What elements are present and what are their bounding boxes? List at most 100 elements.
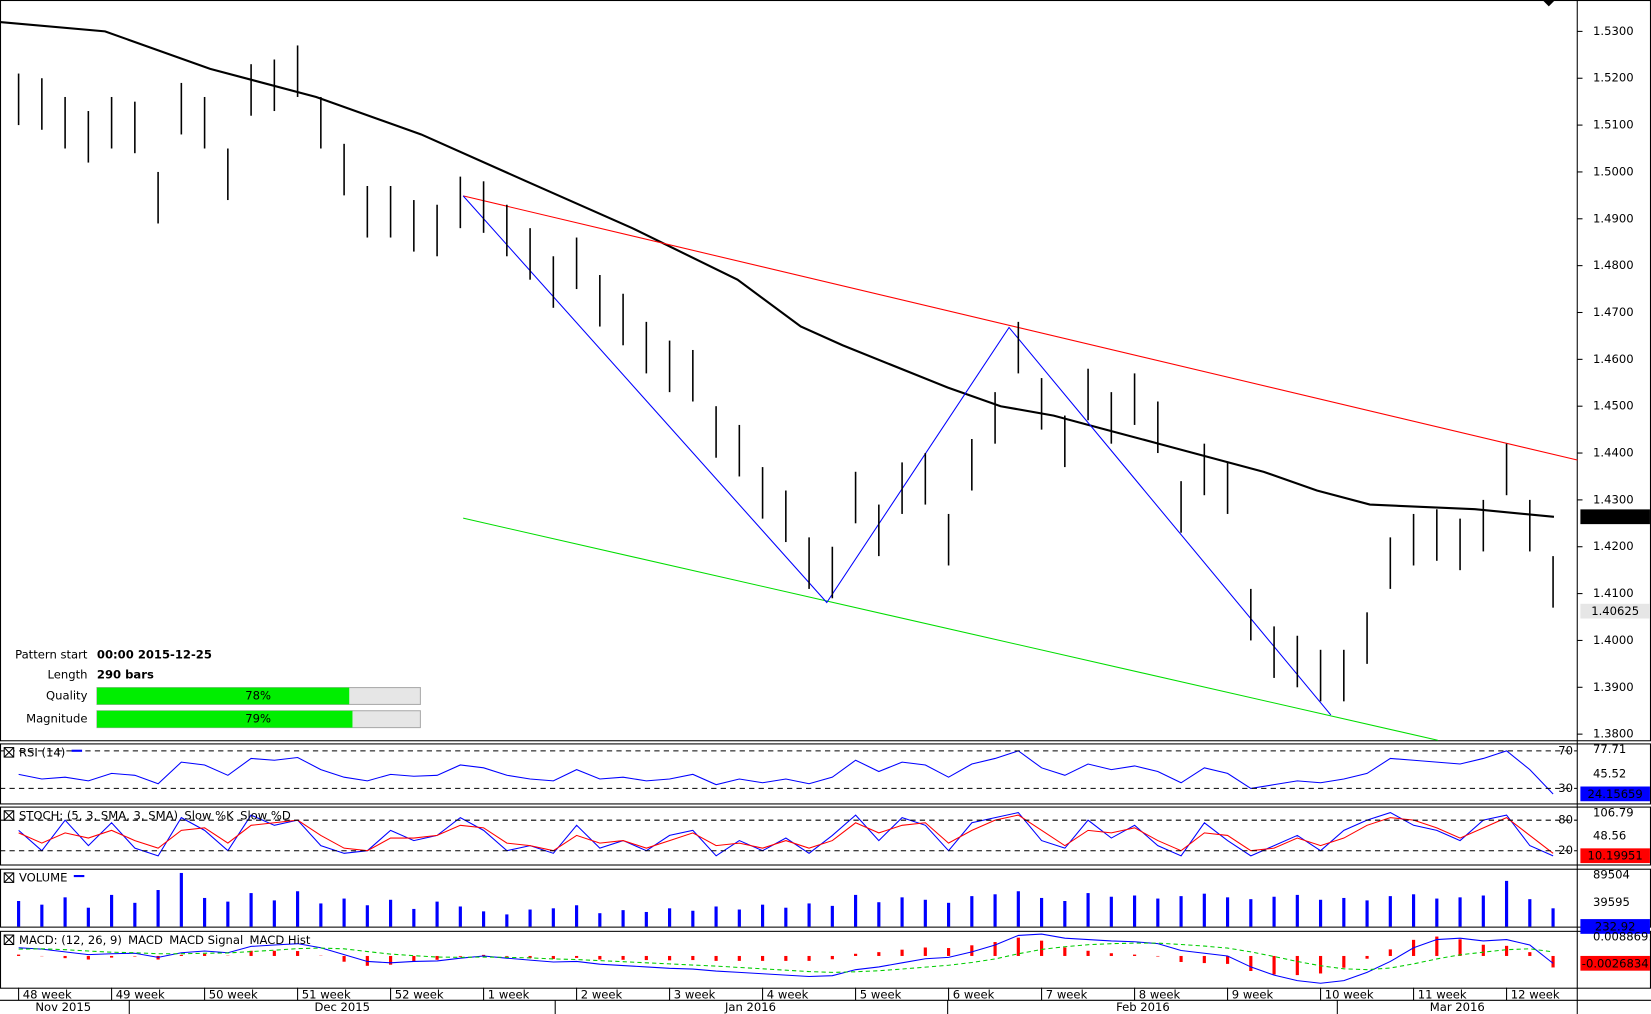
histogram-bar	[133, 955, 137, 957]
month-label: Mar 2016	[1430, 1000, 1485, 1014]
current-value-box	[1580, 955, 1650, 971]
volume-bar	[668, 908, 672, 927]
histogram-bar	[1156, 955, 1160, 957]
x-tick-label: 5 week	[860, 988, 902, 1002]
current-value-box	[1580, 509, 1650, 525]
y-tick-label: 1.3900	[1593, 680, 1634, 694]
volume-bar	[575, 905, 579, 927]
volume-bar	[1318, 899, 1323, 927]
overlay-line	[463, 195, 1578, 461]
volume-bar	[1365, 900, 1369, 927]
histogram-bar	[784, 955, 788, 961]
histogram-bar	[1179, 955, 1183, 962]
toggle-cross	[3, 934, 15, 945]
histogram-bar	[737, 955, 741, 961]
histogram-bar	[203, 953, 207, 956]
axis-label: 45.52	[1593, 766, 1626, 780]
axis-label: 106.79	[1593, 805, 1634, 819]
histogram-bar	[923, 947, 927, 956]
volume-bar	[342, 898, 346, 927]
volume-bar	[900, 897, 904, 927]
x-tick-label: 7 week	[1046, 988, 1088, 1002]
histogram-bar	[110, 955, 114, 958]
volume-bar	[1458, 897, 1462, 927]
histogram-bar	[761, 955, 765, 961]
volume-bar	[389, 899, 393, 927]
x-tick-label: 11 week	[1418, 988, 1467, 1002]
pattern-value: 00:00 2015-12-25	[97, 647, 212, 661]
volume-bar	[1086, 893, 1090, 927]
histogram-bar	[1504, 945, 1509, 956]
histogram-bar	[1528, 952, 1532, 956]
current-value-box	[1580, 786, 1650, 802]
volume-bar	[1179, 896, 1183, 927]
volume-bar	[784, 907, 788, 927]
volume-bar	[203, 897, 207, 927]
pattern-key: Pattern start	[15, 647, 88, 661]
x-tick-label: 3 week	[674, 988, 716, 1002]
month-label: Dec 2015	[314, 1000, 370, 1014]
volume-bar	[86, 907, 90, 927]
indicator-line	[18, 814, 1554, 854]
y-tick-label: 1.3800	[1593, 727, 1634, 741]
current-value-label: 232.92	[1595, 919, 1636, 933]
meter-label: 78%	[245, 689, 271, 703]
volume-bar	[1225, 897, 1230, 927]
histogram-bar	[877, 952, 881, 956]
volume-bar	[621, 910, 625, 927]
axis-label: 0.0088691	[1593, 930, 1651, 944]
x-tick-label: 9 week	[1232, 988, 1274, 1002]
volume-bar	[1551, 908, 1555, 927]
histogram-bar	[296, 951, 300, 956]
y-tick-label: 1.4500	[1593, 399, 1634, 413]
histogram-bar	[621, 955, 625, 960]
meter-fill	[96, 710, 353, 728]
y-tick-label: 1.4300	[1593, 492, 1634, 506]
current-value-box	[1580, 603, 1650, 619]
histogram-bar	[551, 955, 555, 959]
toggle-cross	[3, 872, 15, 883]
volume-bar	[17, 901, 21, 927]
meter-label: 79%	[245, 712, 271, 726]
x-tick-label: 2 week	[581, 988, 623, 1002]
y-tick-label: 1.5100	[1593, 118, 1634, 132]
volume-bar	[1132, 895, 1137, 927]
volume-bar	[877, 902, 881, 927]
volume-bar	[110, 894, 114, 927]
histogram-bar	[1435, 936, 1439, 956]
toggle-cross	[3, 810, 15, 821]
volume-bar	[1435, 898, 1439, 927]
panel-frame	[0, 868, 1651, 928]
volume-bar	[1295, 894, 1299, 927]
volume-bar	[1156, 898, 1160, 927]
axis-label: 77.71	[1593, 742, 1626, 756]
x-tick-label: 8 week	[1139, 988, 1181, 1002]
y-tick-label: 1.4100	[1593, 586, 1634, 600]
histogram-bar	[1063, 947, 1067, 956]
histogram-bar	[528, 955, 532, 959]
volume-bar	[714, 906, 718, 927]
panel-title: MACD: (12, 26, 9)	[19, 933, 122, 947]
overlay-line	[462, 195, 1332, 716]
current-value-label: 24.15659	[1588, 787, 1643, 801]
histogram-bar	[412, 955, 416, 962]
panel-frame	[0, 0, 1651, 742]
pattern-value: 290 bars	[97, 667, 154, 681]
panel-title: RSI (14)	[19, 745, 65, 759]
volume-bar	[854, 894, 858, 927]
volume-bar	[1063, 901, 1067, 927]
axis-label: 48.56	[1593, 829, 1626, 843]
legend-entry: MACD	[128, 933, 163, 947]
y-tick-label: 1.5200	[1593, 71, 1634, 85]
current-value-label: 1.42640	[1591, 510, 1639, 524]
y-tick-label: 1.4200	[1593, 539, 1634, 553]
y-tick-label: 1.4600	[1593, 352, 1634, 366]
y-tick-label: 1.4000	[1593, 633, 1634, 647]
histogram-bar	[389, 955, 393, 965]
overlay-line	[0, 20, 1555, 518]
volume-bar	[1202, 893, 1206, 927]
histogram-bar	[1551, 955, 1555, 968]
y-tick-label: 1.4400	[1593, 446, 1634, 460]
volume-bar	[807, 903, 811, 927]
histogram-bar	[1318, 955, 1323, 974]
